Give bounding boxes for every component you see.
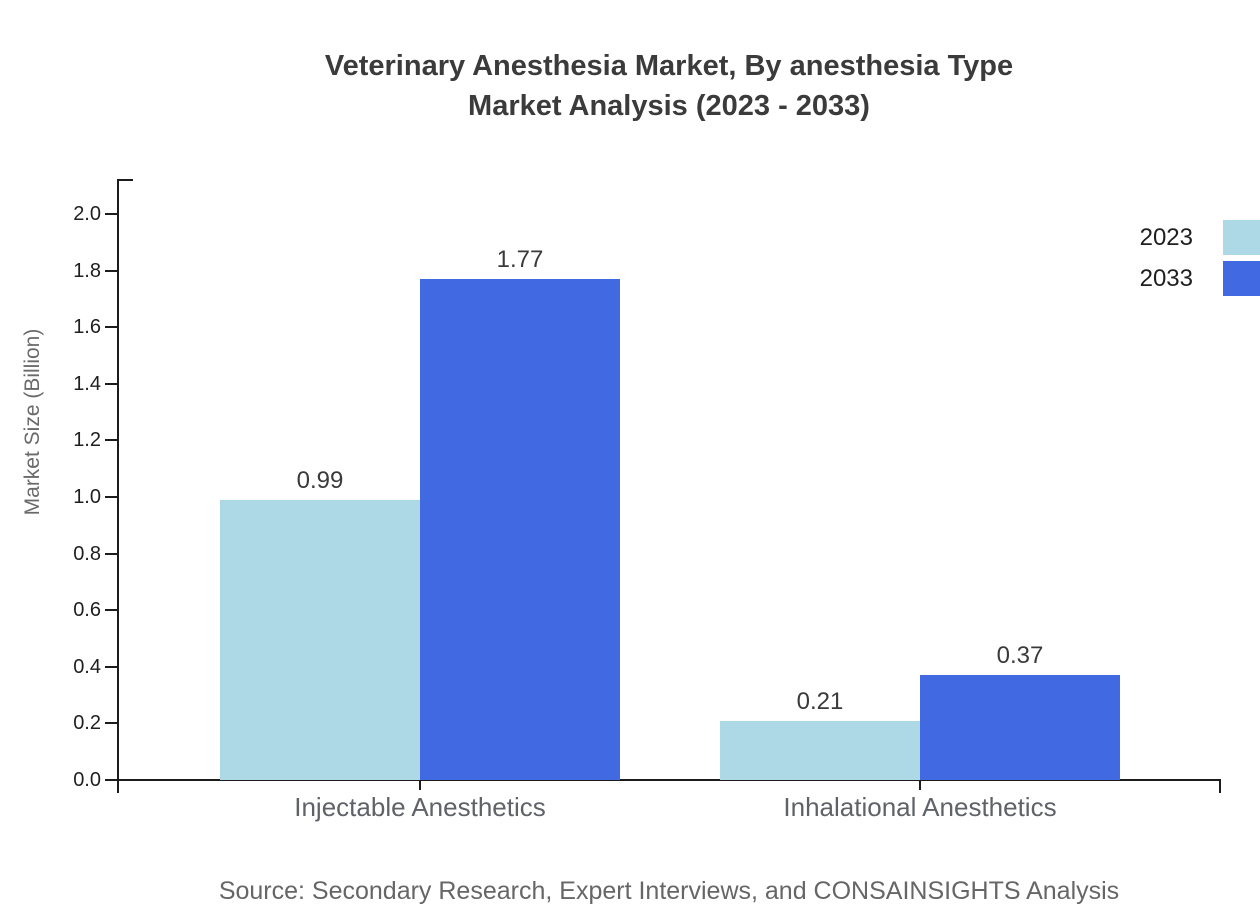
- y-axis-tick-label: 1.0: [73, 486, 101, 508]
- y-axis-tick-label: 0.0: [73, 769, 101, 791]
- legend-item-2033: 2033: [1140, 261, 1260, 296]
- y-axis-tick-label: 2.0: [73, 203, 101, 225]
- y-axis-tick: [105, 269, 117, 272]
- x-axis-tick: [419, 781, 421, 790]
- y-axis-tick-label: 0.6: [73, 599, 101, 622]
- y-axis-tick: [105, 552, 117, 555]
- y-axis-tick: [105, 722, 117, 725]
- y-axis-tick: [105, 439, 117, 442]
- legend: 2023 2033: [1140, 220, 1260, 296]
- bar-value-label: 1.77: [496, 246, 544, 273]
- bar-injectable-anesthetics-2033: [420, 279, 620, 780]
- chart-title: Veterinary Anesthesia Market, By anesthe…: [118, 46, 1220, 126]
- legend-item-2023: 2023: [1140, 220, 1260, 255]
- bar-value-label: 0.21: [796, 688, 844, 715]
- y-axis-tick-label: 1.4: [73, 372, 101, 395]
- legend-color-swatch: [1223, 261, 1260, 296]
- y-axis-tick: [105, 496, 117, 498]
- y-axis-tick-label: 1.6: [73, 316, 101, 339]
- y-axis-tick-label: 0.8: [73, 542, 101, 565]
- bar-injectable-anesthetics-2023: [220, 500, 420, 780]
- bar-inhalational-anesthetics-2033: [920, 675, 1120, 780]
- legend-item-label: 2023: [1139, 223, 1193, 251]
- chart-title-line1: Veterinary Anesthesia Market, By anesthe…: [324, 50, 1014, 82]
- bar-inhalational-anesthetics-2023: [720, 721, 920, 780]
- y-axis-tick: [105, 609, 117, 612]
- bar-value-label: 0.37: [996, 642, 1044, 669]
- y-axis-tick-label: 1.8: [73, 259, 101, 282]
- y-axis-tick: [105, 326, 117, 329]
- x-axis-line: [117, 779, 1221, 781]
- x-axis-tick: [919, 781, 921, 790]
- y-axis-tick: [105, 779, 117, 781]
- legend-color-swatch: [1223, 220, 1260, 255]
- x-axis-category-label: Injectable Anesthetics: [294, 792, 546, 822]
- x-axis-category-label: Inhalational Anesthetics: [783, 792, 1057, 822]
- bar-value-label: 0.99: [296, 467, 344, 494]
- x-axis-end-cap: [1219, 779, 1221, 793]
- legend-item-label: 2033: [1139, 264, 1193, 292]
- y-axis-top-cap: [117, 179, 133, 181]
- source-note: Source: Secondary Research, Expert Inter…: [218, 877, 1120, 905]
- y-axis-tick-label: 1.2: [73, 429, 101, 452]
- y-axis-tick: [105, 213, 117, 215]
- y-axis-tick-label: 0.2: [73, 712, 101, 735]
- y-axis-tick: [105, 382, 117, 385]
- y-axis-tick-label: 0.4: [73, 655, 101, 678]
- y-axis-tick: [105, 665, 117, 668]
- y-axis-line: [117, 179, 119, 793]
- chart-title-line2: Market Analysis (2023 - 2033): [468, 90, 870, 122]
